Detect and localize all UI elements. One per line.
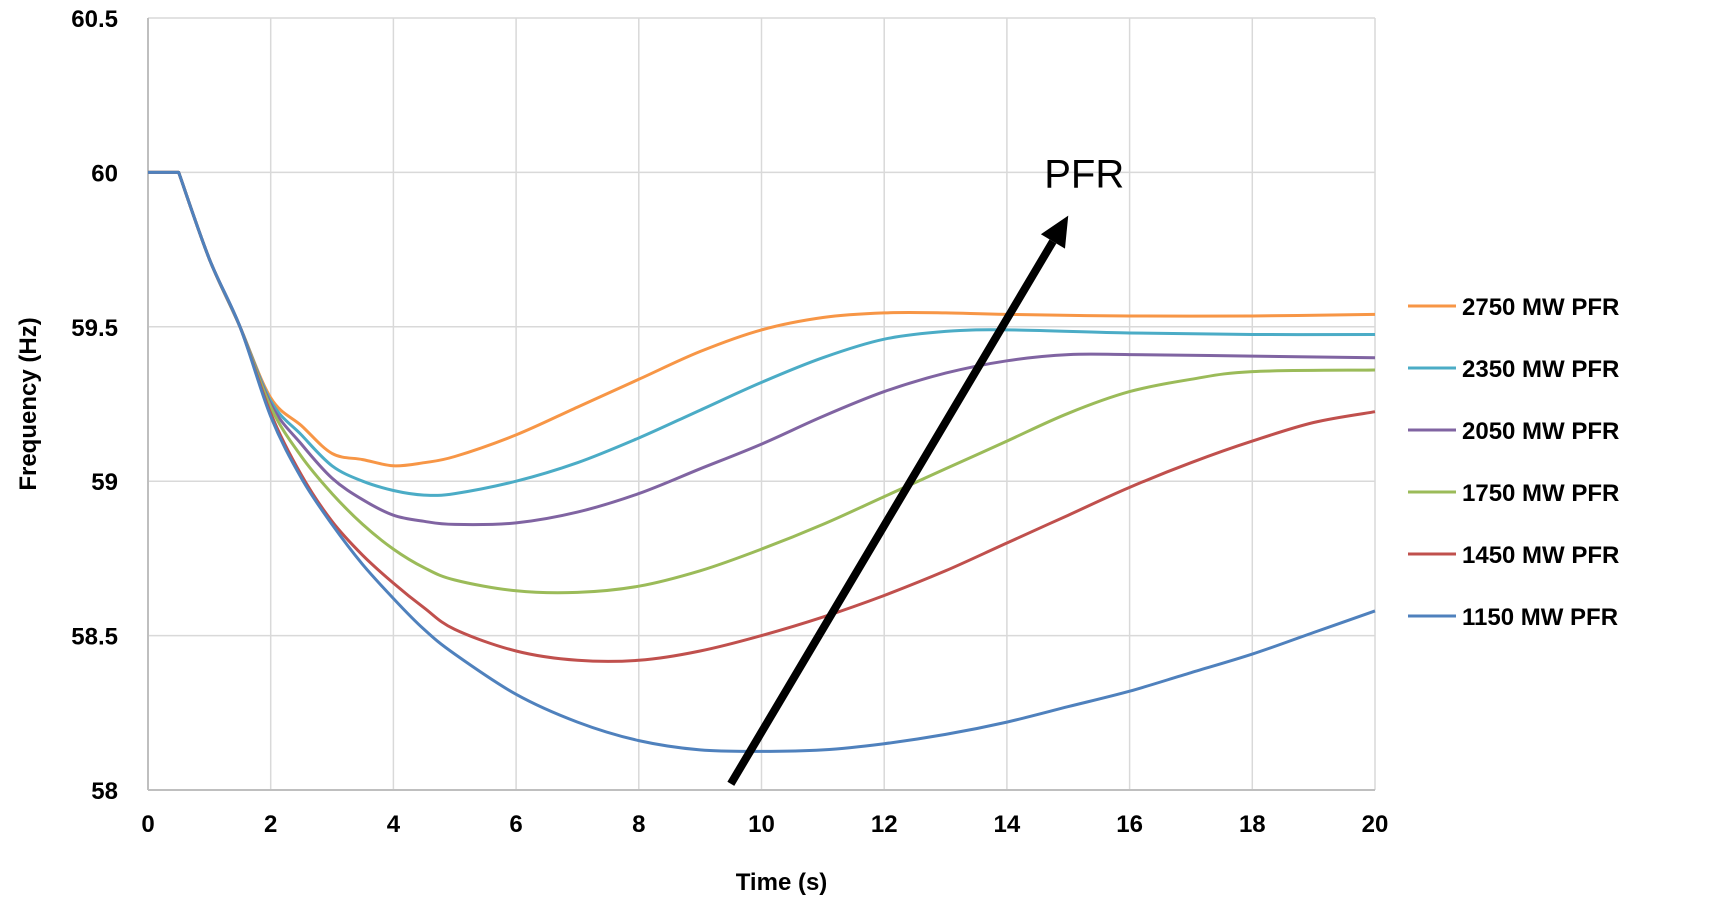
legend: 2750 MW PFR 2350 MW PFR 2050 MW PFR 1750 MW… [1408, 294, 1619, 631]
legend-label: 2350 MW PFR [1462, 356, 1619, 383]
x-tick-label: 10 [748, 811, 775, 838]
pfr-annotation: PFR [727, 153, 1124, 786]
series-line [148, 170, 1376, 753]
x-tick-label: 12 [871, 811, 898, 838]
x-tick-label: 0 [141, 811, 154, 838]
x-tick-label: 8 [632, 811, 645, 838]
series-line [148, 170, 1376, 497]
legend-label: 1450 MW PFR [1462, 542, 1619, 569]
series-line [148, 170, 1376, 595]
y-tick-label: 59 [91, 469, 118, 496]
x-axis-title: Time (s) [736, 869, 828, 896]
series-lines [148, 170, 1376, 753]
x-tick-label: 4 [387, 811, 401, 838]
x-tick-label: 14 [994, 811, 1021, 838]
legend-label: 1750 MW PFR [1462, 480, 1619, 507]
legend-label: 2750 MW PFR [1462, 294, 1619, 321]
axes [147, 18, 1375, 791]
x-tick-label: 16 [1116, 811, 1143, 838]
y-tick-label: 59.5 [71, 315, 118, 342]
series-line [148, 170, 1376, 468]
x-tick-label: 20 [1362, 811, 1389, 838]
y-tick-label: 60.5 [71, 6, 118, 33]
pfr-arrow-shaft [727, 239, 1057, 786]
pfr-arrow-head [1040, 215, 1069, 249]
grid-lines [148, 17, 1376, 790]
y-axis-title: Frequency (Hz) [15, 317, 42, 490]
x-tick-label: 6 [509, 811, 522, 838]
legend-label: 2050 MW PFR [1462, 418, 1619, 445]
series-line [148, 170, 1376, 527]
y-tick-label: 58 [91, 778, 118, 805]
y-tick-label: 58.5 [71, 624, 118, 651]
tick-labels: 0 2 4 6 8 10 12 14 16 18 20 58 58.5 59 59.5 60 60.5 [71, 6, 1388, 838]
x-tick-label: 18 [1239, 811, 1266, 838]
y-tick-label: 60 [91, 160, 118, 187]
pfr-annotation-label: PFR [1044, 153, 1124, 197]
legend-label: 1150 MW PFR [1462, 604, 1618, 631]
x-tick-label: 2 [264, 811, 277, 838]
